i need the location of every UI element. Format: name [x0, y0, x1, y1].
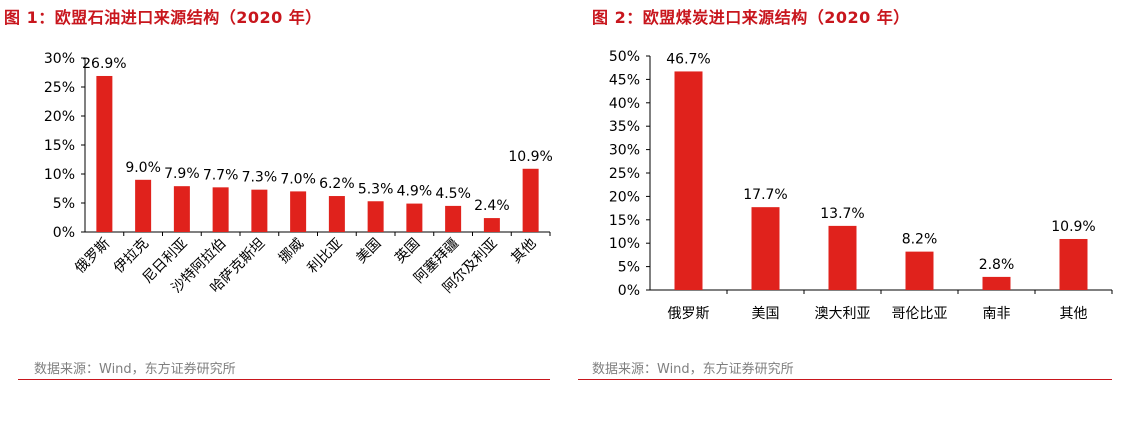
data-label: 17.7%	[743, 187, 787, 203]
x-tick-label: 俄罗斯	[72, 236, 113, 277]
bar	[251, 189, 268, 232]
y-tick-label: 5%	[618, 260, 640, 276]
data-label: 7.9%	[164, 166, 200, 182]
y-tick-label: 15%	[44, 138, 75, 154]
figure-title: 图 2：欧盟煤炭进口来源结构（2020 年）	[592, 8, 910, 27]
y-tick-label: 25%	[44, 80, 75, 96]
data-source: 数据来源：Wind，东方证券研究所	[34, 362, 236, 377]
y-tick-label: 35%	[609, 119, 640, 135]
data-label: 8.2%	[902, 232, 938, 248]
bar	[751, 207, 780, 290]
data-label: 2.4%	[474, 198, 510, 214]
x-tick-label: 俄罗斯	[668, 306, 710, 322]
y-tick-label: 30%	[44, 51, 75, 67]
bar	[290, 191, 307, 232]
figure-title: 图 1：欧盟石油进口来源结构（2020 年）	[4, 8, 322, 27]
y-tick-label: 20%	[44, 109, 75, 125]
bar	[173, 186, 190, 232]
x-tick-label: 美国	[752, 306, 780, 322]
data-label: 10.9%	[1051, 219, 1095, 235]
data-source: 数据来源：Wind，东方证券研究所	[592, 362, 794, 377]
y-tick-label: 30%	[609, 143, 640, 159]
bar	[1059, 238, 1088, 290]
y-tick-label: 10%	[609, 236, 640, 252]
x-tick-label: 美国	[353, 236, 384, 267]
bar	[982, 276, 1011, 290]
data-label: 7.7%	[203, 167, 239, 183]
y-tick-label: 15%	[609, 213, 640, 229]
data-label: 9.0%	[125, 160, 161, 176]
x-tick-label: 哥伦比亚	[892, 306, 948, 322]
bar	[522, 168, 539, 232]
data-label: 26.9%	[82, 56, 126, 72]
oil-import-chart: 0%5%10%15%20%25%30% 26.9%俄罗斯9.0%伊拉克7.9%尼日…	[44, 51, 553, 296]
x-tick-label: 利比亚	[305, 236, 346, 277]
x-tick-label: 挪威	[276, 236, 307, 267]
bar	[674, 71, 703, 290]
bar	[445, 205, 462, 232]
bar	[905, 251, 934, 290]
oil-import-figure: 图 1：欧盟石油进口来源结构（2020 年） 0% 5% 10% 15% 20% 25% 3…	[0, 0, 560, 435]
bar	[406, 203, 423, 232]
x-tick-label: 澳大利亚	[815, 306, 871, 322]
data-label: 2.8%	[979, 257, 1015, 273]
divider-line	[578, 379, 1112, 380]
y-tick-label: 0%	[53, 225, 75, 241]
y-tick-label: 50%	[609, 49, 640, 65]
y-tick-label: 0%	[618, 283, 640, 299]
y-tick-label: 40%	[609, 96, 640, 112]
data-label: 5.3%	[358, 181, 394, 197]
data-label: 7.0%	[280, 171, 316, 187]
x-tick-label: 英国	[391, 235, 423, 267]
y-tick-label: 45%	[609, 72, 640, 88]
data-label: 7.3%	[242, 170, 278, 186]
bar	[135, 179, 152, 232]
y-tick-label: 5%	[53, 196, 75, 212]
coal-import-figure: 图 2：欧盟煤炭进口来源结构（2020 年） 0% 5% 10% 15% 20% 25% 3…	[578, 0, 1124, 435]
x-tick-label: 其他	[1060, 306, 1088, 322]
bar	[96, 75, 113, 232]
bar	[483, 218, 500, 232]
data-label: 10.9%	[508, 149, 552, 165]
data-label: 13.7%	[820, 206, 864, 222]
x-tick-label: 南非	[983, 306, 1011, 322]
data-label: 6.2%	[319, 176, 355, 192]
bar	[367, 201, 384, 232]
data-label: 4.5%	[435, 186, 471, 202]
x-tick-label: 其他	[508, 236, 539, 267]
coal-import-chart: 0% 5% 10% 15% 20% 25% 30% 35% 40% 45% 50% 46.7% 俄罗斯 1…	[609, 49, 1113, 322]
bar	[328, 196, 345, 232]
y-tick-label: 10%	[44, 167, 75, 183]
divider-line	[18, 379, 550, 380]
y-tick-label: 20%	[609, 189, 640, 205]
data-label: 4.9%	[397, 184, 433, 200]
bar	[212, 187, 229, 232]
y-tick-label: 25%	[609, 166, 640, 182]
data-label: 46.7%	[666, 51, 710, 67]
bar	[828, 225, 857, 290]
